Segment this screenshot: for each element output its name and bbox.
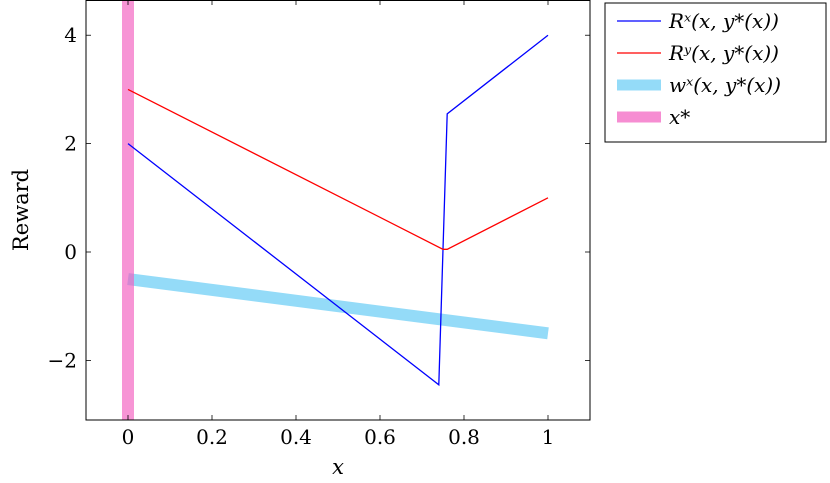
x-tick-label: 0.6: [364, 425, 396, 449]
x-tick-label: 0.4: [280, 425, 312, 449]
y-tick-label: 4: [64, 23, 77, 47]
ticks: 0 0.2 0.4 0.6 0.8 1 −2 0 2 4: [48, 0, 590, 449]
y-tick-label: −2: [48, 348, 77, 372]
plot-frame: [85, 0, 591, 421]
series-line-0: [127, 34, 549, 387]
x-tick-label: 0: [122, 425, 135, 449]
plot-content: [122, 0, 549, 420]
y-tick-label: 0: [64, 240, 77, 264]
legend-entry-label: Rʸ(x, y*(x)): [668, 41, 779, 65]
x-tick-label: 0.2: [196, 425, 228, 449]
x-tick-label: 0.8: [448, 425, 480, 449]
legend-entry-label: x*: [669, 105, 690, 129]
x-tick-label: 1: [542, 425, 555, 449]
legend: Rˣ(x, y*(x)) Rʸ(x, y*(x)) wˣ(x, y*(x)) x*: [604, 2, 827, 143]
legend-entry-label: Rˣ(x, y*(x)): [668, 9, 779, 33]
series-line-1: [127, 88, 549, 250]
y-axis-label: Reward: [9, 169, 33, 251]
legend-entry-label: wˣ(x, y*(x)): [669, 73, 781, 97]
x-axis-label: x: [332, 455, 344, 479]
y-tick-label: 2: [64, 132, 77, 156]
